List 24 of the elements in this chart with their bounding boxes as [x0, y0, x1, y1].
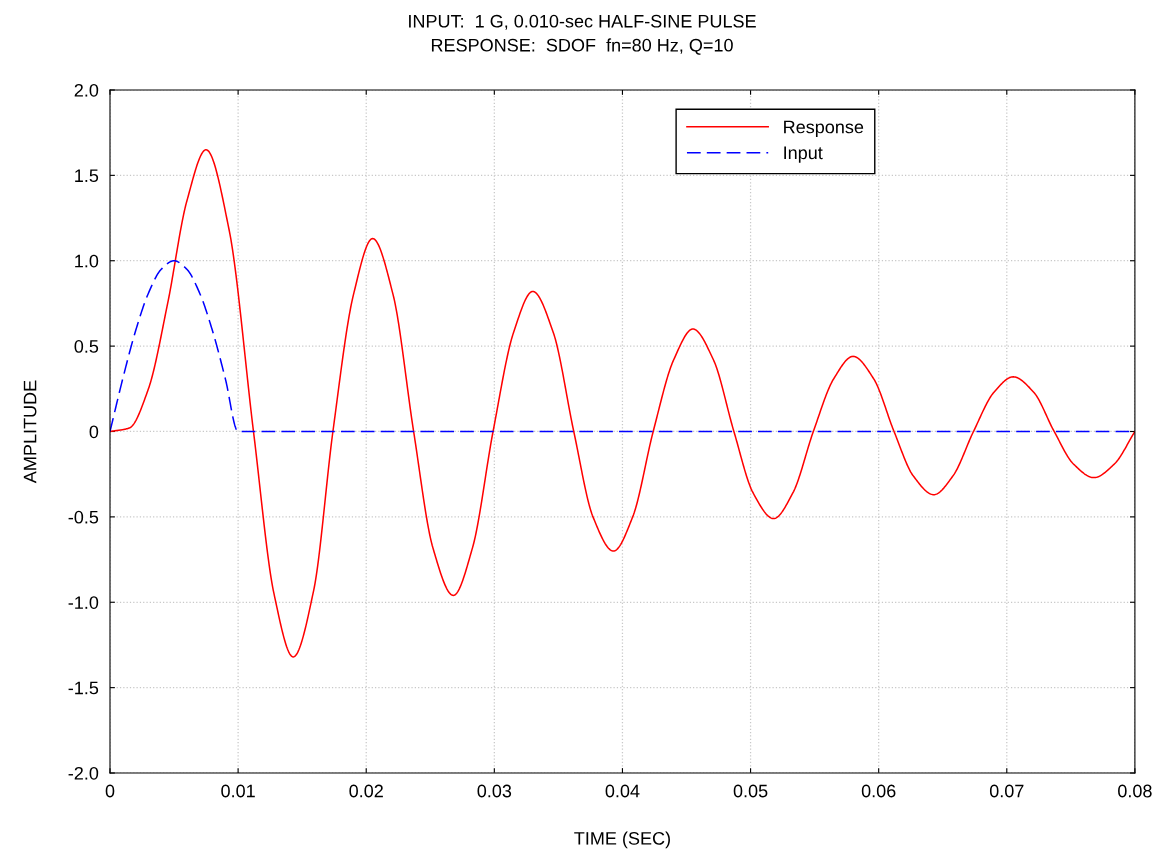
x-tick-label: 0.05: [733, 784, 768, 798]
y-tick-label: -1.0: [68, 596, 99, 609]
x-axis-title: TIME (SEC): [574, 831, 670, 849]
y-tick-label: 0.5: [74, 340, 99, 353]
x-tick-label: 0.08: [1118, 784, 1152, 798]
legend-label: Response: [784, 120, 864, 137]
y-tick-label: 1.5: [75, 169, 99, 183]
x-tick-label: 0.03: [477, 784, 512, 798]
y-axis-title: AMPLITUDE: [23, 380, 37, 484]
x-tick-label: 0.04: [605, 784, 640, 798]
y-tick-label: -1.5: [68, 681, 99, 695]
chart-subtitle: RESPONSE: SDOF fn=80 Hz, Q=10: [431, 38, 733, 55]
x-tick-label: 0.07: [989, 784, 1024, 798]
x-tick-label: 0: [105, 784, 115, 798]
y-tick-label: 2.0: [74, 83, 99, 97]
y-tick-label: 0: [89, 425, 99, 439]
y-tick-label: 1.0: [75, 254, 99, 268]
x-tick-label: 0.06: [861, 784, 896, 798]
chart-title: INPUT: 1 G, 0.010-sec HALF-SINE PULSE: [409, 14, 756, 30]
y-tick-label: -0.5: [68, 510, 99, 524]
legend-label: Input: [784, 146, 823, 163]
x-tick-label: 0.01: [221, 784, 255, 798]
y-tick-label: -2.0: [68, 766, 99, 780]
x-tick-label: 0.02: [349, 784, 383, 798]
